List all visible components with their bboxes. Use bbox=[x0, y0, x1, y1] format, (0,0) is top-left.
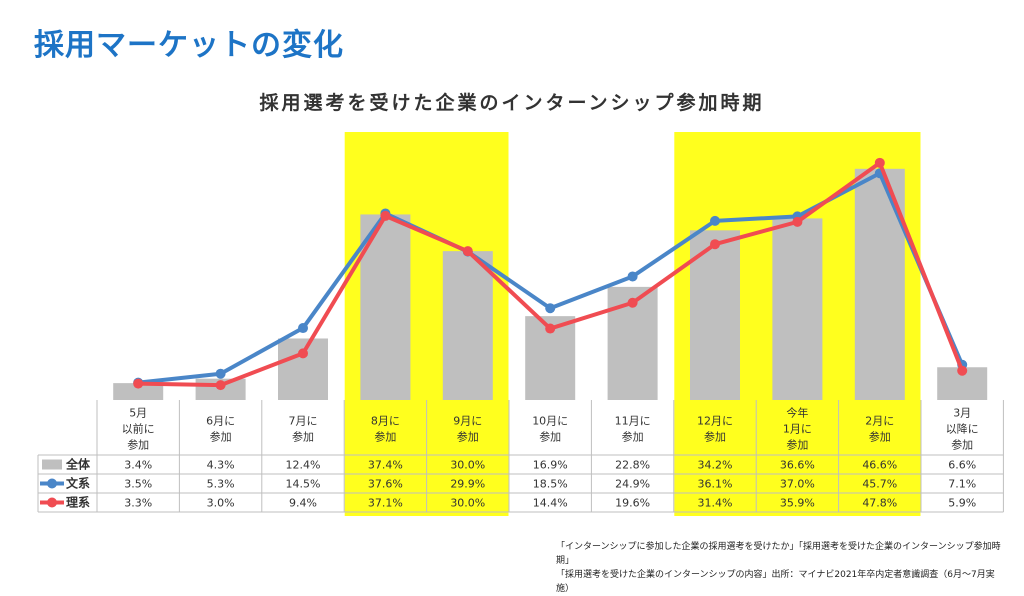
category-label-6: 10月に参加 bbox=[532, 415, 568, 444]
point-bunkei-6 bbox=[545, 303, 556, 314]
point-bunkei-2 bbox=[215, 368, 226, 379]
legend-label-2: 文系 bbox=[66, 476, 90, 491]
value-2-11: 7.1% bbox=[948, 478, 976, 491]
point-rikei-6 bbox=[545, 323, 556, 334]
value-3-9: 35.9% bbox=[780, 497, 815, 510]
point-rikei-3 bbox=[298, 348, 308, 359]
value-3-10: 47.8% bbox=[862, 497, 897, 510]
value-2-2: 5.3% bbox=[207, 478, 235, 491]
legend-marker-2 bbox=[47, 497, 57, 508]
value-3-2: 3.0% bbox=[207, 497, 235, 510]
value-2-4: 37.6% bbox=[368, 478, 403, 491]
chart-title: 採用選考を受けた企業のインターンシップ参加時期 bbox=[259, 92, 765, 114]
bar-8 bbox=[690, 230, 740, 400]
point-rikei-8 bbox=[710, 239, 720, 250]
data-table: 5月以前に参加 6月に参加 7月に参加 8月に参加 9月に参加 10月に参加 11月に参加 1… bbox=[37, 400, 1004, 513]
category-label-9: 今年 1月に参加 bbox=[783, 406, 812, 452]
value-1-10: 46.6% bbox=[862, 459, 897, 472]
value-3-3: 9.4% bbox=[289, 497, 317, 510]
value-3-6: 14.4% bbox=[533, 497, 568, 510]
point-rikei-4 bbox=[380, 210, 391, 221]
value-1-5: 30.0% bbox=[450, 459, 485, 472]
category-label-8: 12月に参加 bbox=[697, 415, 733, 444]
value-3-8: 31.4% bbox=[698, 497, 733, 510]
category-label-11: 3月以降に参加 bbox=[946, 407, 979, 452]
category-label-1: 5月以前に参加 bbox=[122, 407, 155, 452]
value-2-3: 14.5% bbox=[286, 478, 321, 491]
value-1-7: 22.8% bbox=[615, 459, 650, 472]
line-series bbox=[133, 157, 968, 391]
category-label-5: 9月に参加 bbox=[453, 415, 482, 444]
point-rikei-9 bbox=[792, 216, 803, 227]
value-2-8: 36.1% bbox=[698, 478, 733, 491]
bar-3 bbox=[278, 338, 328, 400]
point-rikei-7 bbox=[627, 297, 638, 308]
value-1-9: 36.6% bbox=[780, 459, 815, 472]
point-rikei-10 bbox=[874, 157, 885, 168]
value-3-5: 30.0% bbox=[450, 497, 485, 510]
value-3-7: 19.6% bbox=[615, 497, 650, 510]
value-2-9: 37.0% bbox=[780, 478, 815, 491]
category-label-3: 7月に参加 bbox=[289, 415, 318, 444]
point-bunkei-7 bbox=[627, 271, 638, 282]
value-1-8: 34.2% bbox=[698, 459, 733, 472]
page-title: 採用マーケットの変化 bbox=[34, 28, 344, 63]
value-2-5: 29.9% bbox=[450, 478, 485, 491]
source-line-1: 「インターンシップに参加した企業の採用選考を受けたか」「採用選考を受けた企業のイ… bbox=[556, 542, 1001, 566]
source-note: 「インターンシップに参加した企業の採用選考を受けたか」「採用選考を受けた企業のイ… bbox=[556, 540, 1008, 596]
value-3-11: 5.9% bbox=[948, 497, 976, 510]
value-1-11: 6.6% bbox=[948, 459, 976, 472]
legend-label-3: 理系 bbox=[66, 495, 90, 510]
category-label-2: 6月に参加 bbox=[206, 415, 235, 444]
point-rikei-1 bbox=[133, 378, 144, 389]
value-2-10: 45.7% bbox=[862, 478, 897, 491]
value-3-4: 37.1% bbox=[368, 497, 403, 510]
value-2-6: 18.5% bbox=[533, 478, 568, 491]
legend-label-1: 全体 bbox=[65, 457, 91, 472]
value-3-1: 3.3% bbox=[124, 497, 152, 510]
point-rikei-11 bbox=[957, 365, 968, 376]
legend-marker-1 bbox=[47, 478, 57, 489]
point-bunkei-3 bbox=[298, 323, 308, 334]
value-1-1: 3.4% bbox=[124, 459, 152, 472]
value-1-6: 16.9% bbox=[533, 459, 568, 472]
source-line-2: 「採用選考を受けた企業のインターンシップの内容」出所：マイナビ2021年卒内定者… bbox=[556, 570, 995, 594]
category-label-4: 8月に参加 bbox=[371, 415, 400, 444]
category-label-10: 2月に参加 bbox=[865, 415, 894, 444]
value-1-3: 12.4% bbox=[286, 459, 321, 472]
value-2-7: 24.9% bbox=[615, 478, 650, 491]
point-rikei-2 bbox=[215, 380, 226, 391]
bar-5 bbox=[442, 251, 493, 400]
bar-9 bbox=[772, 218, 823, 400]
value-1-4: 37.4% bbox=[368, 459, 403, 472]
value-2-1: 3.5% bbox=[124, 478, 152, 491]
bar-series-all bbox=[113, 168, 988, 400]
point-bunkei-8 bbox=[710, 215, 720, 226]
legend-swatch-all bbox=[42, 459, 62, 470]
point-rikei-5 bbox=[462, 246, 473, 257]
category-label-7: 11月に参加 bbox=[615, 415, 651, 444]
combo-chart: 5月以前に参加 6月に参加 7月に参加 8月に参加 9月に参加 10月に参加 11月に参加 1… bbox=[37, 132, 1004, 516]
bar-1 bbox=[113, 383, 164, 400]
value-1-2: 4.3% bbox=[207, 459, 235, 472]
